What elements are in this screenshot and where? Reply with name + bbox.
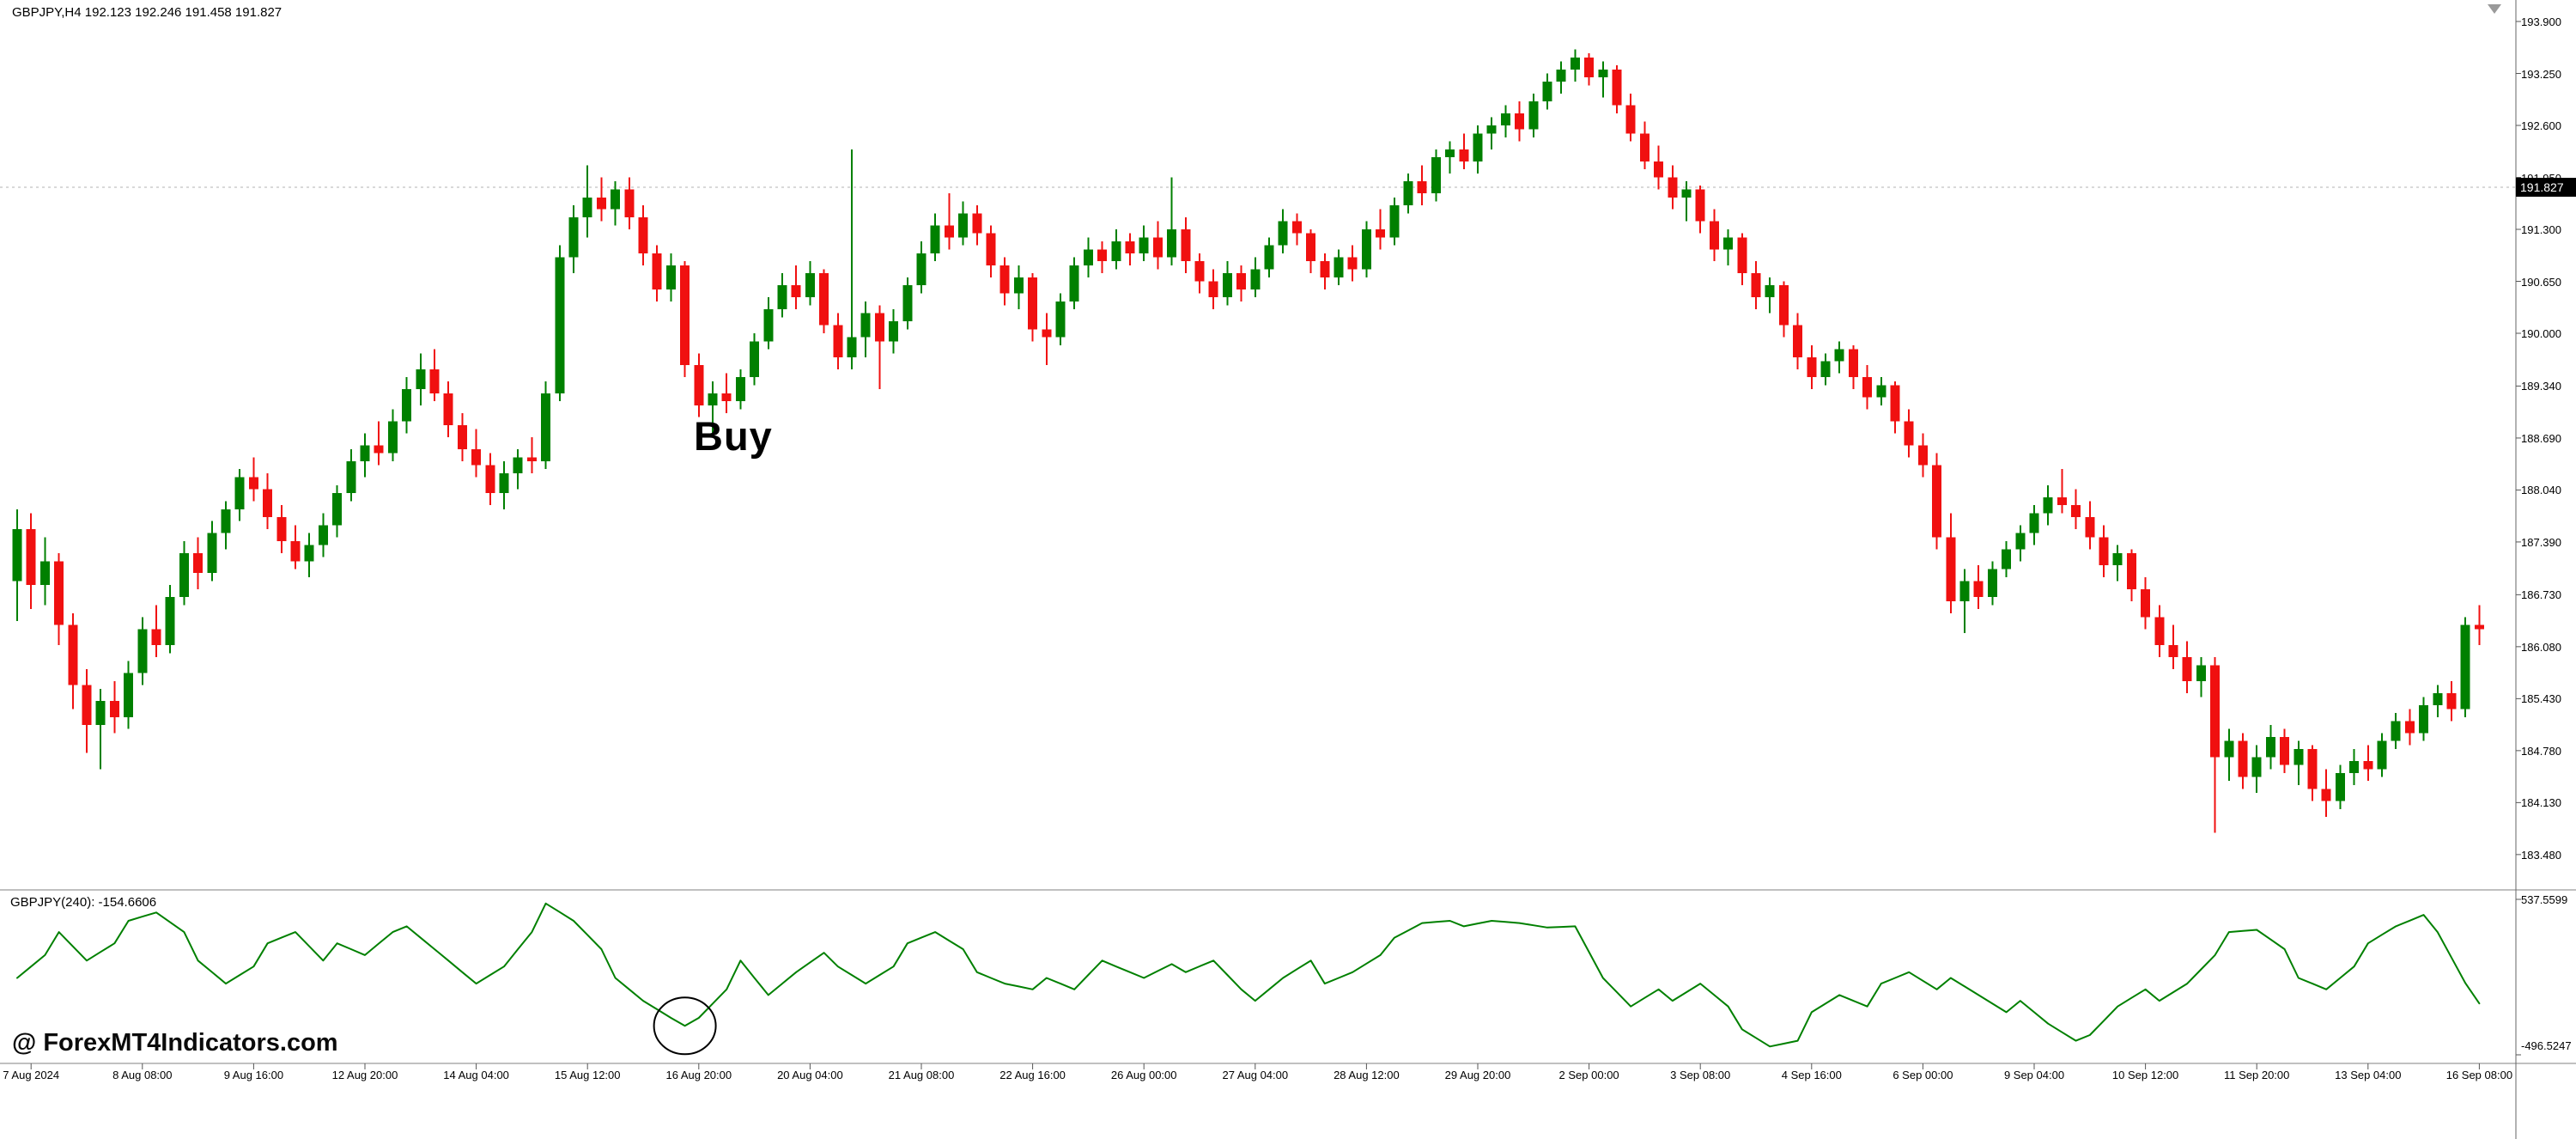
time-axis-label: 7 Aug 2024 — [3, 1069, 60, 1081]
indicator-min-label: -496.5247 — [2521, 1039, 2572, 1052]
price-axis-label: 190.000 — [2521, 327, 2561, 340]
price-axis-label: 193.250 — [2521, 67, 2561, 81]
price-axis-label: 184.130 — [2521, 796, 2561, 810]
indicator-line — [16, 902, 2481, 1048]
price-axis-label: 183.480 — [2521, 848, 2561, 862]
price-axis-label: 190.650 — [2521, 275, 2561, 289]
buy-signal-label[interactable]: Buy — [694, 413, 773, 459]
price-axis-label: 189.340 — [2521, 380, 2561, 393]
chart-shift-marker — [2488, 4, 2501, 14]
price-axis-label: 186.730 — [2521, 588, 2561, 602]
indicator-name-value: GBPJPY(240): -154.6606 — [10, 895, 157, 910]
time-axis-label: 29 Aug 20:00 — [1444, 1069, 1511, 1081]
time-axis-label: 12 Aug 20:00 — [331, 1069, 398, 1081]
time-axis-label: 2 Sep 00:00 — [1558, 1069, 1619, 1081]
buy-signal-circle[interactable] — [653, 996, 717, 1056]
price-axis-label: 191.300 — [2521, 223, 2561, 236]
time-axis-label: 27 Aug 04:00 — [1222, 1069, 1289, 1081]
indicator-max-label: 537.5599 — [2521, 893, 2568, 906]
time-axis-label: 28 Aug 12:00 — [1334, 1069, 1400, 1081]
time-axis-label: 16 Aug 20:00 — [665, 1069, 732, 1081]
time-axis-label: 21 Aug 08:00 — [888, 1069, 955, 1081]
price-axis-label: 191.950 — [2521, 171, 2561, 185]
time-axis-label: 9 Sep 04:00 — [2003, 1069, 2065, 1081]
watermark: @ ForexMT4Indicators.com — [12, 1029, 338, 1057]
time-axis-label: 15 Aug 12:00 — [554, 1069, 621, 1081]
price-axis-label: 188.040 — [2521, 484, 2561, 497]
price-axis-label: 184.780 — [2521, 744, 2561, 758]
time-axis-label: 9 Aug 16:00 — [223, 1069, 284, 1081]
price-axis-label: 193.900 — [2521, 15, 2561, 28]
time-axis-label: 26 Aug 00:00 — [1110, 1069, 1177, 1081]
price-axis-label: 185.430 — [2521, 692, 2561, 706]
symbol-ohlc-info: GBPJPY,H4 192.123 192.246 191.458 191.82… — [12, 5, 283, 20]
time-axis-label: 3 Sep 08:00 — [1670, 1069, 1731, 1081]
time-axis-label: 16 Sep 08:00 — [2445, 1069, 2513, 1081]
time-axis-label: 4 Sep 16:00 — [1781, 1069, 1842, 1081]
time-axis-label: 10 Sep 12:00 — [2111, 1069, 2179, 1081]
candles — [12, 49, 2484, 833]
price-axis-label: 186.080 — [2521, 640, 2561, 654]
time-axis-label: 20 Aug 04:00 — [777, 1069, 843, 1081]
price-axis-label: 187.390 — [2521, 535, 2561, 549]
time-axis-label: 11 Sep 20:00 — [2223, 1069, 2290, 1081]
time-axis-label: 22 Aug 16:00 — [999, 1069, 1066, 1081]
time-axis-label: 13 Sep 04:00 — [2335, 1069, 2402, 1081]
time-axis-label: 6 Sep 00:00 — [1893, 1069, 1953, 1081]
time-axis-label: 14 Aug 04:00 — [443, 1069, 509, 1081]
price-axis-label: 188.690 — [2521, 431, 2561, 445]
price-axis-label: 192.600 — [2521, 119, 2561, 132]
time-axis-label: 8 Aug 08:00 — [112, 1069, 173, 1081]
current-price-badge: 191.827 — [2516, 178, 2576, 197]
